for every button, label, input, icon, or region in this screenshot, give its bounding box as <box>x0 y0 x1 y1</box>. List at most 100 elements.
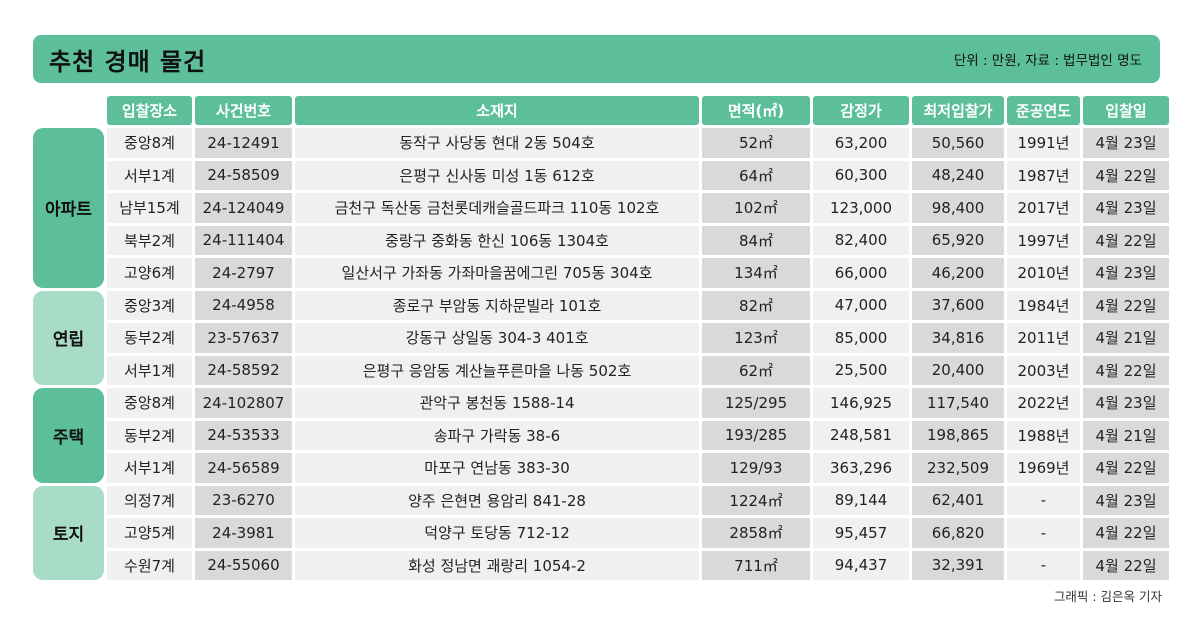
auction-place-cell: 수원7계 <box>107 550 192 580</box>
appraisal-cell: 82,400 <box>813 225 909 255</box>
area-cell: 64㎡ <box>702 160 810 190</box>
min-bid-cell: 48,240 <box>912 160 1004 190</box>
case-number-cell: 24-4958 <box>195 290 292 320</box>
address-cell: 덕양구 토당동 712-12 <box>295 518 699 548</box>
graphic-credit: 그래픽 : 김은옥 기자 <box>1053 589 1162 604</box>
auction-place-cell: 서부1계 <box>107 160 192 190</box>
appraisal-cell: 89,144 <box>813 485 909 515</box>
address-cell: 양주 은현면 용암리 841-28 <box>295 485 699 515</box>
auction-place-cell: 중앙8계 <box>107 388 192 418</box>
completion-year-cell: 1991년 <box>1007 128 1080 158</box>
area-cell: 2858㎡ <box>702 518 810 548</box>
address-cell: 종로구 부암동 지하문빌라 101호 <box>295 290 699 320</box>
area-cell: 711㎡ <box>702 550 810 580</box>
bid-date-cell: 4월 23일 <box>1083 485 1169 515</box>
min-bid-cell: 232,509 <box>912 453 1004 483</box>
auction-place-cell: 중앙8계 <box>107 128 192 158</box>
category-label: 주택 <box>33 388 104 483</box>
appraisal-cell: 66,000 <box>813 258 909 288</box>
case-number-cell: 24-111404 <box>195 225 292 255</box>
case-number-cell: 23-57637 <box>195 323 292 353</box>
area-cell: 129/93 <box>702 453 810 483</box>
area-cell: 62㎡ <box>702 355 810 385</box>
completion-year-cell: 1988년 <box>1007 420 1080 450</box>
case-number-cell: 24-12491 <box>195 128 292 158</box>
bid-date-cell: 4월 23일 <box>1083 128 1169 158</box>
appraisal-cell: 63,200 <box>813 128 909 158</box>
completion-year-cell: 1984년 <box>1007 290 1080 320</box>
area-cell: 193/285 <box>702 420 810 450</box>
auction-place-cell: 남부15계 <box>107 193 192 223</box>
address-cell: 금천구 독산동 금천롯데캐슬골드파크 110동 102호 <box>295 193 699 223</box>
case-number-cell: 24-53533 <box>195 420 292 450</box>
auction-place-cell: 의정7계 <box>107 485 192 515</box>
case-number-cell: 24-56589 <box>195 453 292 483</box>
min-bid-cell: 117,540 <box>912 388 1004 418</box>
case-number-cell: 24-102807 <box>195 388 292 418</box>
appraisal-cell: 25,500 <box>813 355 909 385</box>
page-title: 추천 경매 물건 <box>49 47 207 76</box>
category-label: 아파트 <box>33 128 104 288</box>
address-cell: 관악구 봉천동 1588-14 <box>295 388 699 418</box>
column-header: 면적(㎡) <box>702 96 810 125</box>
bid-date-cell: 4월 22일 <box>1083 225 1169 255</box>
column-header: 소재지 <box>295 96 699 125</box>
bid-date-cell: 4월 23일 <box>1083 258 1169 288</box>
appraisal-cell: 47,000 <box>813 290 909 320</box>
completion-year-cell: 2010년 <box>1007 258 1080 288</box>
min-bid-cell: 46,200 <box>912 258 1004 288</box>
completion-year-cell: 1969년 <box>1007 453 1080 483</box>
min-bid-cell: 66,820 <box>912 518 1004 548</box>
min-bid-cell: 198,865 <box>912 420 1004 450</box>
address-cell: 일산서구 가좌동 가좌마을꿈에그린 705동 304호 <box>295 258 699 288</box>
address-cell: 송파구 가락동 38-6 <box>295 420 699 450</box>
min-bid-cell: 20,400 <box>912 355 1004 385</box>
case-number-cell: 24-55060 <box>195 550 292 580</box>
min-bid-cell: 62,401 <box>912 485 1004 515</box>
column-header: 입찰장소 <box>107 96 192 125</box>
address-cell: 동작구 사당동 현대 2동 504호 <box>295 128 699 158</box>
completion-year-cell: - <box>1007 518 1080 548</box>
auction-place-cell: 북부2계 <box>107 225 192 255</box>
auction-place-cell: 고양6계 <box>107 258 192 288</box>
completion-year-cell: 2017년 <box>1007 193 1080 223</box>
case-number-cell: 23-6270 <box>195 485 292 515</box>
bid-date-cell: 4월 22일 <box>1083 290 1169 320</box>
area-cell: 102㎡ <box>702 193 810 223</box>
auction-place-cell: 동부2계 <box>107 420 192 450</box>
title-bar: 추천 경매 물건 단위 : 만원, 자료 : 법무법인 명도 <box>33 35 1160 83</box>
column-header: 감정가 <box>813 96 909 125</box>
auction-table: 입찰장소 사건번호 소재지 면적(㎡) 감정가 최저입찰가 준공연도 입찰일 아파트 연립 주택 토지… <box>33 96 1169 580</box>
auction-place-cell: 고양5계 <box>107 518 192 548</box>
column-header: 최저입찰가 <box>912 96 1004 125</box>
bid-date-cell: 4월 22일 <box>1083 550 1169 580</box>
completion-year-cell: 2022년 <box>1007 388 1080 418</box>
min-bid-cell: 65,920 <box>912 225 1004 255</box>
appraisal-cell: 363,296 <box>813 453 909 483</box>
address-cell: 화성 정남면 괘랑리 1054-2 <box>295 550 699 580</box>
table-corner <box>33 96 104 125</box>
bid-date-cell: 4월 23일 <box>1083 193 1169 223</box>
area-cell: 134㎡ <box>702 258 810 288</box>
min-bid-cell: 32,391 <box>912 550 1004 580</box>
auction-place-cell: 중앙3계 <box>107 290 192 320</box>
column-header: 사건번호 <box>195 96 292 125</box>
case-number-cell: 24-58592 <box>195 355 292 385</box>
address-cell: 중랑구 중화동 한신 106동 1304호 <box>295 225 699 255</box>
address-cell: 은평구 응암동 계산늘푸른마을 나동 502호 <box>295 355 699 385</box>
bid-date-cell: 4월 22일 <box>1083 355 1169 385</box>
column-header: 입찰일 <box>1083 96 1169 125</box>
case-number-cell: 24-3981 <box>195 518 292 548</box>
area-cell: 123㎡ <box>702 323 810 353</box>
min-bid-cell: 34,816 <box>912 323 1004 353</box>
area-cell: 82㎡ <box>702 290 810 320</box>
bid-date-cell: 4월 21일 <box>1083 323 1169 353</box>
bid-date-cell: 4월 22일 <box>1083 453 1169 483</box>
column-header: 준공연도 <box>1007 96 1080 125</box>
area-cell: 1224㎡ <box>702 485 810 515</box>
case-number-cell: 24-124049 <box>195 193 292 223</box>
appraisal-cell: 123,000 <box>813 193 909 223</box>
appraisal-cell: 146,925 <box>813 388 909 418</box>
completion-year-cell: 2003년 <box>1007 355 1080 385</box>
completion-year-cell: 1987년 <box>1007 160 1080 190</box>
